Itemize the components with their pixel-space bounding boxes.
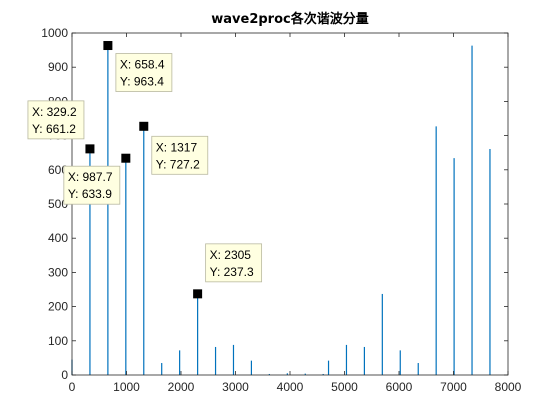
x-tick-label: 2000	[168, 380, 195, 394]
data-tip: X: 658.4 Y: 963.4	[103, 41, 173, 92]
y-tick-label: 100	[48, 334, 68, 348]
data-tip: X: 987.7 Y: 633.9	[63, 153, 131, 205]
x-tick-label: 6000	[386, 380, 413, 394]
y-tick-label: 500	[48, 197, 68, 211]
data-tips: X: 658.4 Y: 963.4 X: 329.2 Y: 661.2 X: 1317 Y…	[27, 41, 263, 299]
axes: 0 1000 2000 3000 4000 5000 6000 7000 8000 0 100 200…	[41, 26, 521, 394]
data-tip-box	[205, 243, 263, 283]
data-tip-box	[115, 53, 173, 92]
data-tip: X: 329.2 Y: 661.2	[27, 100, 95, 154]
data-tip-x-label: X: 329.2	[32, 105, 77, 119]
y-tick-label: 900	[48, 60, 68, 74]
x-tick-label: 0	[69, 380, 76, 394]
data-tip: X: 1317 Y: 727.2	[139, 121, 209, 175]
data-tip-y-label: Y: 237.3	[210, 265, 254, 279]
data-tip-x-label: X: 987.7	[68, 170, 113, 184]
data-tip-marker	[193, 289, 203, 299]
data-tip-y-label: Y: 727.2	[156, 157, 200, 171]
y-tick-label: 400	[48, 231, 68, 245]
y-tick-label: 0	[61, 368, 68, 382]
data-tip-y-label: Y: 633.9	[68, 187, 112, 201]
x-tick-label: 7000	[440, 380, 467, 394]
data-tip-box	[151, 135, 209, 175]
data-tip-x-label: X: 2305	[210, 248, 252, 262]
data-tip-marker	[103, 41, 113, 51]
data-tip-x-label: X: 1317	[156, 140, 198, 154]
data-tip-y-label: Y: 661.2	[32, 122, 76, 136]
y-tick-label: 200	[48, 300, 68, 314]
data-tip: X: 2305 Y: 237.3	[193, 243, 263, 299]
x-tick-label: 3000	[222, 380, 249, 394]
data-tip-marker	[121, 153, 131, 163]
y-tick-label: 600	[48, 163, 68, 177]
data-tip-x-label: X: 658.4	[120, 58, 165, 72]
x-tick-label: 8000	[495, 380, 522, 394]
x-tick-label: 5000	[331, 380, 358, 394]
data-tip-box	[27, 100, 85, 140]
y-tick-label: 300	[48, 265, 68, 279]
data-tip-marker	[139, 121, 149, 131]
data-tip-marker	[85, 144, 95, 154]
data-tip-box	[63, 165, 121, 205]
x-tick-label: 1000	[113, 380, 140, 394]
data-tip-y-label: Y: 963.4	[120, 75, 164, 89]
x-tick-label: 4000	[277, 380, 304, 394]
chart-title: wave2proc各次谐波分量	[211, 11, 368, 27]
y-tick-label: 1000	[41, 26, 68, 40]
